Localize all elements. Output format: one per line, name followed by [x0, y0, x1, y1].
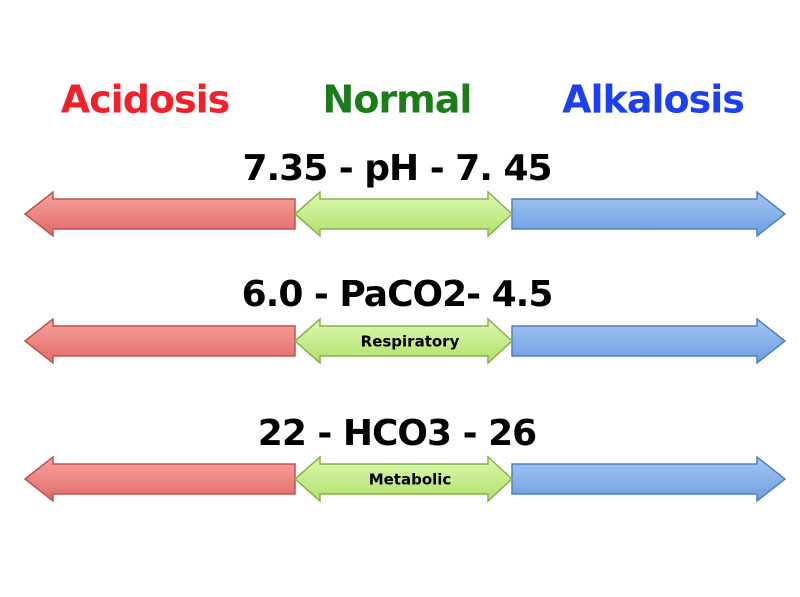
range-tag: Respiratory [361, 333, 460, 351]
acidosis-arrow [23, 317, 296, 365]
range-label: 22 - HCO3 - 26 [258, 413, 536, 454]
alkalosis-arrow [511, 190, 787, 238]
alkalosis-arrow [511, 455, 787, 503]
alkalosis-arrow [511, 317, 787, 365]
range-tag: Metabolic [369, 471, 452, 489]
acidosis-arrow [23, 190, 296, 238]
range-label: 7.35 - pH - 7. 45 [242, 148, 551, 189]
normal-arrow [293, 190, 514, 238]
range-label: 6.0 - PaCO2- 4.5 [242, 274, 553, 315]
normal-arrow [293, 317, 514, 365]
acidosis-arrow [23, 455, 296, 503]
normal-arrow [293, 455, 514, 503]
heading-alkalosis: Alkalosis [562, 78, 744, 122]
heading-acidosis: Acidosis [61, 78, 230, 122]
heading-normal: Normal [323, 78, 472, 122]
